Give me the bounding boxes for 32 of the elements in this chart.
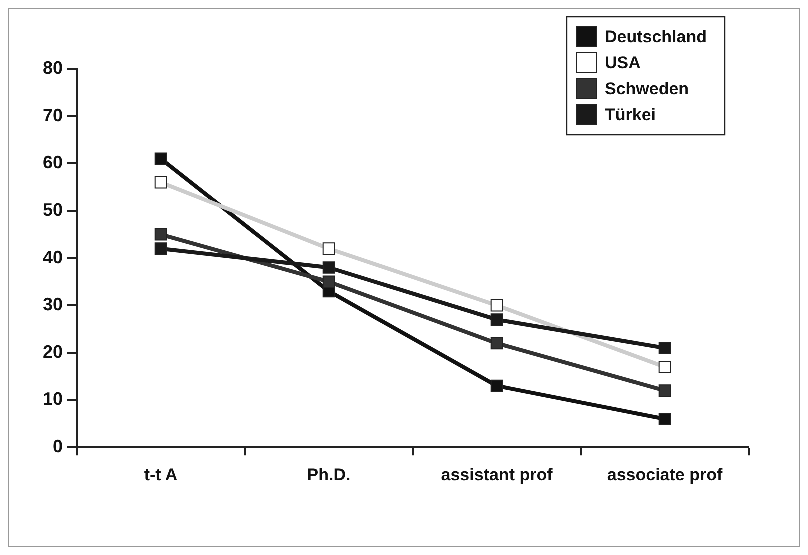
y-tick-label: 30 xyxy=(42,294,64,315)
y-tick-label: 60 xyxy=(42,152,64,173)
point xyxy=(490,299,504,312)
y-tick-label: 0 xyxy=(53,436,64,457)
legend-label: USA xyxy=(604,54,641,73)
legend-label: Deutschland xyxy=(604,28,708,47)
point xyxy=(490,337,504,350)
y-tick-label: 50 xyxy=(42,200,64,220)
point xyxy=(322,262,336,274)
point xyxy=(154,176,168,189)
point xyxy=(154,152,168,166)
y-tick-label: 40 xyxy=(42,247,64,268)
point xyxy=(658,342,672,354)
point xyxy=(490,380,504,392)
x-tick-label: Ph.D. xyxy=(307,465,351,484)
x-tick-label: t-t A xyxy=(144,465,178,484)
point xyxy=(154,228,168,241)
y-tick-label: 20 xyxy=(42,342,64,362)
x-tick-label: associate prof xyxy=(607,465,723,484)
point xyxy=(322,276,336,288)
legend-label: Türkei xyxy=(604,106,656,125)
point xyxy=(658,360,672,374)
point xyxy=(658,413,672,426)
point xyxy=(154,242,168,255)
y-tick-label: 10 xyxy=(42,389,64,410)
x-tick-label: assistant prof xyxy=(441,465,554,484)
y-tick-label: 80 xyxy=(42,58,64,78)
y-tick-label: 70 xyxy=(42,105,64,126)
point xyxy=(658,384,672,397)
legend-label: Schweden xyxy=(604,80,690,99)
point xyxy=(490,314,504,326)
point xyxy=(322,242,336,255)
